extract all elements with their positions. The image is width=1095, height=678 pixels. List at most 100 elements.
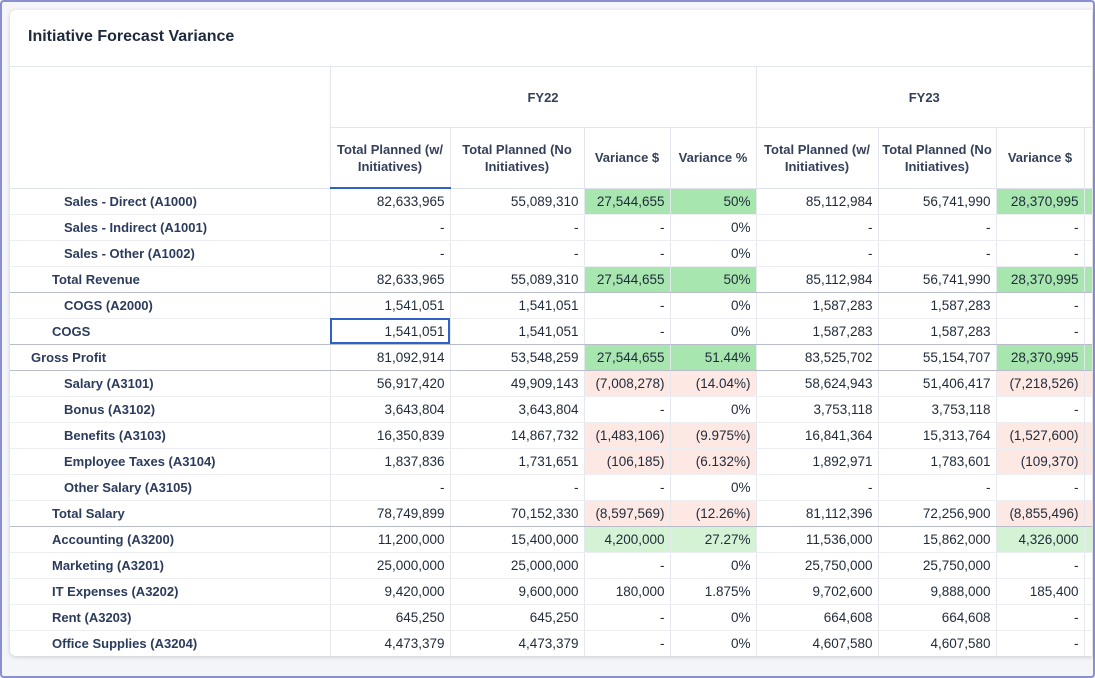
value-cell[interactable]: -	[877, 214, 996, 241]
value-cell[interactable]: 3,753,118	[877, 396, 996, 423]
value-cell[interactable]: -	[583, 396, 670, 423]
table-row[interactable]: Bonus (A3102) 3,643,804 3,643,804-0% 3,753,…	[10, 396, 1092, 423]
value-cell[interactable]: -	[449, 214, 584, 241]
value-cell[interactable]: (12.26%)	[669, 500, 756, 527]
row-label[interactable]: COGS	[10, 318, 330, 345]
value-cell[interactable]: -	[995, 240, 1084, 267]
value-cell[interactable]: (8,597,569)	[583, 500, 670, 527]
value-cell[interactable]: 4,473,379	[449, 630, 584, 656]
value-cell[interactable]: 50%	[669, 266, 756, 293]
value-cell[interactable]: 1.875%	[669, 578, 756, 605]
value-cell[interactable]: 51,406,417	[877, 370, 996, 397]
value-cell[interactable]: 9,420,000	[329, 578, 450, 605]
value-cell[interactable]: 185,400	[995, 578, 1084, 605]
table-row[interactable]: Total Revenue 82,633,965 55,089,310 27,544,…	[10, 266, 1092, 293]
value-cell[interactable]: 85,112,984	[755, 266, 878, 293]
col-header[interactable]: Total Planned (No Initiatives)	[449, 127, 584, 189]
row-label[interactable]: Sales - Direct (A1000)	[10, 188, 330, 215]
value-cell[interactable]: 16,350,839	[329, 422, 450, 449]
table-row[interactable]: Sales - Direct (A1000) 82,633,965 55,089,3…	[10, 188, 1092, 215]
value-cell[interactable]: -	[995, 318, 1084, 345]
value-cell[interactable]: 55,089,310	[449, 266, 584, 293]
value-cell[interactable]: 27.27%	[669, 526, 756, 553]
row-label[interactable]: Gross Profit	[10, 344, 330, 371]
value-cell[interactable]: (1,527,600)	[995, 422, 1084, 449]
value-cell[interactable]: 4,607,580	[877, 630, 996, 656]
value-cell[interactable]: 28,370,995	[995, 188, 1084, 215]
value-cell[interactable]: -	[583, 552, 670, 579]
row-label[interactable]: Bonus (A3102)	[10, 396, 330, 423]
table-row[interactable]: Other Salary (A3105) - - -0% - - -	[10, 474, 1092, 501]
row-label[interactable]: Other Salary (A3105)	[10, 474, 330, 501]
table-row[interactable]: Office Supplies (A3204) 4,473,379 4,473,37…	[10, 630, 1092, 656]
value-cell[interactable]: 85,112,984	[755, 188, 878, 215]
table-row[interactable]: COGS 1,541,051 1,541,051-0% 1,587,283 1,587,…	[10, 318, 1092, 345]
value-cell[interactable]: 28,370,995	[995, 266, 1084, 293]
value-cell[interactable]: 50%	[669, 188, 756, 215]
value-cell[interactable]: 11,200,000	[329, 526, 450, 553]
value-cell[interactable]: 49,909,143	[449, 370, 584, 397]
value-cell[interactable]: 1,587,283	[755, 292, 878, 319]
value-cell[interactable]: 0%	[669, 396, 756, 423]
value-cell[interactable]: -	[995, 604, 1084, 631]
value-cell[interactable]: -	[583, 240, 670, 267]
value-cell[interactable]: 0%	[669, 604, 756, 631]
value-cell[interactable]: 25,000,000	[329, 552, 450, 579]
forecast-grid[interactable]: FY22 FY23 Total Planned (w/ Initiatives)…	[10, 66, 1092, 656]
value-cell[interactable]: 55,089,310	[449, 188, 584, 215]
value-cell[interactable]: -	[329, 474, 450, 501]
table-row[interactable]: Accounting (A3200) 11,200,000 15,400,000 4,…	[10, 526, 1092, 553]
value-cell[interactable]: 15,313,764	[877, 422, 996, 449]
value-cell[interactable]: 56,741,990	[877, 188, 996, 215]
value-cell[interactable]: (6.132%)	[669, 448, 756, 475]
value-cell[interactable]: 1,587,283	[877, 292, 996, 319]
value-cell[interactable]: 3,643,804	[449, 396, 584, 423]
value-cell[interactable]: 72,256,900	[877, 500, 996, 527]
value-cell[interactable]: 645,250	[329, 604, 450, 631]
value-cell[interactable]: 25,750,000	[755, 552, 878, 579]
value-cell[interactable]: (106,185)	[583, 448, 670, 475]
value-cell[interactable]: 1,541,051	[329, 292, 450, 319]
col-header[interactable]: Total Planned (No Initiatives)	[877, 127, 996, 189]
value-cell[interactable]: 9,888,000	[877, 578, 996, 605]
value-cell[interactable]: 180,000	[583, 578, 670, 605]
table-row[interactable]: Salary (A3101) 56,917,420 49,909,143 (7,008…	[10, 370, 1092, 397]
value-cell[interactable]: (1,483,106)	[583, 422, 670, 449]
table-row[interactable]: IT Expenses (A3202) 9,420,000 9,600,000 180…	[10, 578, 1092, 605]
value-cell[interactable]: -	[583, 604, 670, 631]
value-cell[interactable]: 3,643,804	[329, 396, 450, 423]
value-cell[interactable]: -	[329, 214, 450, 241]
value-cell[interactable]: -	[755, 240, 878, 267]
value-cell[interactable]: 1,731,651	[449, 448, 584, 475]
value-cell[interactable]: -	[877, 474, 996, 501]
row-label[interactable]: Total Salary	[10, 500, 330, 527]
value-cell[interactable]: 1,541,051	[449, 292, 584, 319]
value-cell[interactable]: 56,917,420	[329, 370, 450, 397]
value-cell[interactable]: 3,753,118	[755, 396, 878, 423]
value-cell[interactable]: 70,152,330	[449, 500, 584, 527]
value-cell[interactable]: -	[995, 630, 1084, 656]
row-label[interactable]: Accounting (A3200)	[10, 526, 330, 553]
col-header[interactable]: Total Planned (w/ Initiatives)	[329, 127, 450, 189]
value-cell[interactable]: 15,400,000	[449, 526, 584, 553]
value-cell[interactable]: 58,624,943	[755, 370, 878, 397]
value-cell[interactable]: -	[583, 630, 670, 656]
value-cell[interactable]: 81,112,396	[755, 500, 878, 527]
value-cell[interactable]: (109,370)	[995, 448, 1084, 475]
value-cell[interactable]: 11,536,000	[755, 526, 878, 553]
row-label[interactable]: Employee Taxes (A3104)	[10, 448, 330, 475]
table-row[interactable]: Employee Taxes (A3104) 1,837,836 1,731,651…	[10, 448, 1092, 475]
value-cell[interactable]: (7,008,278)	[583, 370, 670, 397]
value-cell[interactable]: 16,841,364	[755, 422, 878, 449]
value-cell[interactable]: 1,587,283	[755, 318, 878, 345]
value-cell[interactable]: 4,473,379	[329, 630, 450, 656]
value-cell[interactable]: 4,607,580	[755, 630, 878, 656]
value-cell[interactable]: -	[755, 474, 878, 501]
value-cell[interactable]: -	[449, 474, 584, 501]
value-cell[interactable]: 9,702,600	[755, 578, 878, 605]
col-header[interactable]: Variance $	[995, 127, 1084, 189]
value-cell[interactable]: 83,525,702	[755, 344, 878, 371]
value-cell[interactable]: (14.04%)	[669, 370, 756, 397]
value-cell[interactable]: -	[583, 214, 670, 241]
value-cell[interactable]: 4,200,000	[583, 526, 670, 553]
